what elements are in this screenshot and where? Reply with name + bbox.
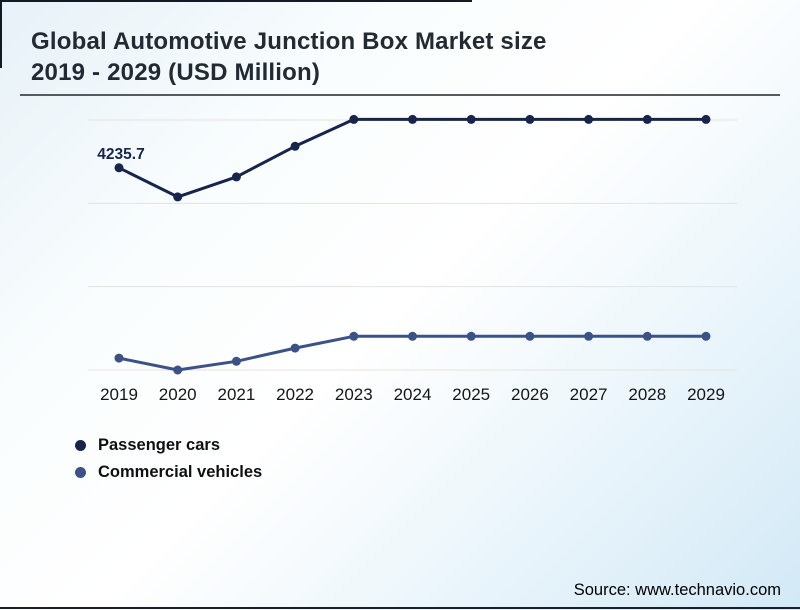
legend-dot-commercial-vehicles-icon bbox=[75, 467, 86, 478]
data-point-passenger-cars-2026 bbox=[525, 114, 535, 124]
x-axis-label-2028: 2028 bbox=[628, 385, 666, 404]
x-axis-label-2019: 2019 bbox=[100, 385, 138, 404]
x-axis-label-2027: 2027 bbox=[570, 385, 608, 404]
data-point-passenger-cars-2027 bbox=[584, 114, 594, 124]
data-point-passenger-cars-2022 bbox=[290, 141, 300, 151]
legend-item-passenger-cars: Passenger cars bbox=[75, 436, 262, 455]
series-line-commercial-vehicles bbox=[117, 334, 708, 372]
x-axis-label-2029: 2029 bbox=[687, 385, 725, 404]
data-point-passenger-cars-2025 bbox=[466, 114, 476, 124]
x-axis-label-2026: 2026 bbox=[511, 385, 549, 404]
title-divider bbox=[20, 94, 780, 96]
data-point-passenger-cars-2029 bbox=[701, 114, 711, 124]
left-border-line bbox=[0, 0, 2, 68]
data-point-passenger-cars-2024 bbox=[408, 114, 417, 124]
data-point-commercial-vehicles-2020 bbox=[173, 365, 183, 375]
data-point-passenger-cars-2019 bbox=[114, 163, 124, 173]
legend-label: Passenger cars bbox=[98, 436, 221, 454]
legend-label: Commercial vehicles bbox=[98, 463, 263, 481]
page-title: Global Automotive Junction Box Market si… bbox=[31, 26, 547, 88]
bottom-border-line bbox=[0, 607, 800, 609]
data-point-commercial-vehicles-2028 bbox=[642, 331, 652, 341]
x-axis-label-2022: 2022 bbox=[276, 385, 314, 404]
data-point-commercial-vehicles-2024 bbox=[408, 331, 417, 341]
data-point-commercial-vehicles-2023 bbox=[349, 331, 359, 341]
x-axis-label-2024: 2024 bbox=[394, 385, 432, 404]
x-axis-label-2020: 2020 bbox=[159, 385, 197, 404]
top-border-line bbox=[0, 0, 472, 2]
page-title-line1: Global Automotive Junction Box Market si… bbox=[31, 28, 547, 55]
x-axis-label-2025: 2025 bbox=[452, 385, 490, 404]
value-label-passenger-cars-2019: 4235.7 bbox=[97, 146, 144, 163]
data-point-commercial-vehicles-2022 bbox=[290, 343, 300, 353]
data-point-commercial-vehicles-2027 bbox=[584, 331, 594, 341]
chart-legend: Passenger cars Commercial vehicles bbox=[75, 436, 262, 490]
legend-dot-passenger-cars-icon bbox=[75, 440, 86, 451]
x-axis-label-2023: 2023 bbox=[335, 385, 373, 404]
data-point-commercial-vehicles-2019 bbox=[114, 353, 124, 363]
data-point-commercial-vehicles-2029 bbox=[701, 331, 711, 341]
data-point-passenger-cars-2028 bbox=[642, 114, 652, 124]
page-title-line2: 2019 - 2029 (USD Million) bbox=[31, 59, 321, 86]
data-point-commercial-vehicles-2026 bbox=[525, 331, 535, 341]
data-point-passenger-cars-2023 bbox=[349, 114, 359, 124]
data-point-commercial-vehicles-2021 bbox=[231, 356, 241, 366]
data-point-passenger-cars-2021 bbox=[231, 172, 241, 182]
series-line-passenger-cars bbox=[117, 117, 708, 199]
legend-item-commercial-vehicles: Commercial vehicles bbox=[75, 463, 262, 482]
data-point-commercial-vehicles-2025 bbox=[466, 331, 476, 341]
x-axis-label-2021: 2021 bbox=[217, 385, 255, 404]
source-attribution: Source: www.technavio.com bbox=[573, 581, 781, 599]
data-point-passenger-cars-2020 bbox=[173, 192, 183, 202]
